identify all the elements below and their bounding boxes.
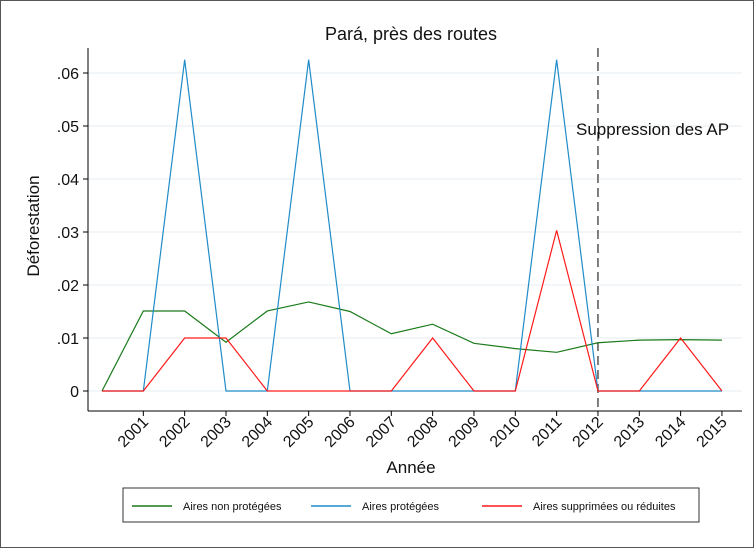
y-tick-label: .02 xyxy=(57,278,79,295)
annotation-label: Suppression des AP xyxy=(576,120,729,139)
y-tick-label: .03 xyxy=(57,225,79,242)
legend-label: Aires protégées xyxy=(362,501,440,513)
x-axis-label: Année xyxy=(386,458,435,477)
x-tick-label: 2001 xyxy=(115,414,152,451)
series-line-0 xyxy=(101,301,722,392)
x-tick-label: 2015 xyxy=(694,414,731,451)
x-tick-label: 2014 xyxy=(652,414,689,451)
y-tick-label: .01 xyxy=(57,331,79,348)
y-tick-label: .06 xyxy=(57,66,79,83)
x-tick-label: 2002 xyxy=(156,414,193,451)
x-tick-label: 2009 xyxy=(446,414,483,451)
legend-label: Aires non protégées xyxy=(183,501,282,513)
chart-title: Pará, près des routes xyxy=(325,24,497,44)
x-tick-label: 2007 xyxy=(363,414,400,451)
x-tick-label: 2013 xyxy=(611,414,648,451)
legend: Aires non protégées Aires protégées Aires … xyxy=(122,487,700,523)
x-tick-label: 2008 xyxy=(404,414,441,451)
y-axis-label: Déforestation xyxy=(24,175,43,276)
x-tick-label: 2012 xyxy=(570,414,607,451)
y-tick-label: 0 xyxy=(70,384,79,401)
y-tick-label: .04 xyxy=(57,172,79,189)
x-tick-label: 2004 xyxy=(239,414,276,451)
series-line-2 xyxy=(102,230,723,392)
x-tick-label: 2005 xyxy=(280,414,317,451)
x-tick-label: 2010 xyxy=(487,414,524,451)
y-tick-label: .05 xyxy=(57,119,79,136)
legend-label: Aires supprimées ou réduites xyxy=(533,501,676,513)
x-tick-label: 2003 xyxy=(198,414,235,451)
x-tick-label: 2011 xyxy=(529,414,565,450)
x-tick-label: 2006 xyxy=(322,414,359,451)
